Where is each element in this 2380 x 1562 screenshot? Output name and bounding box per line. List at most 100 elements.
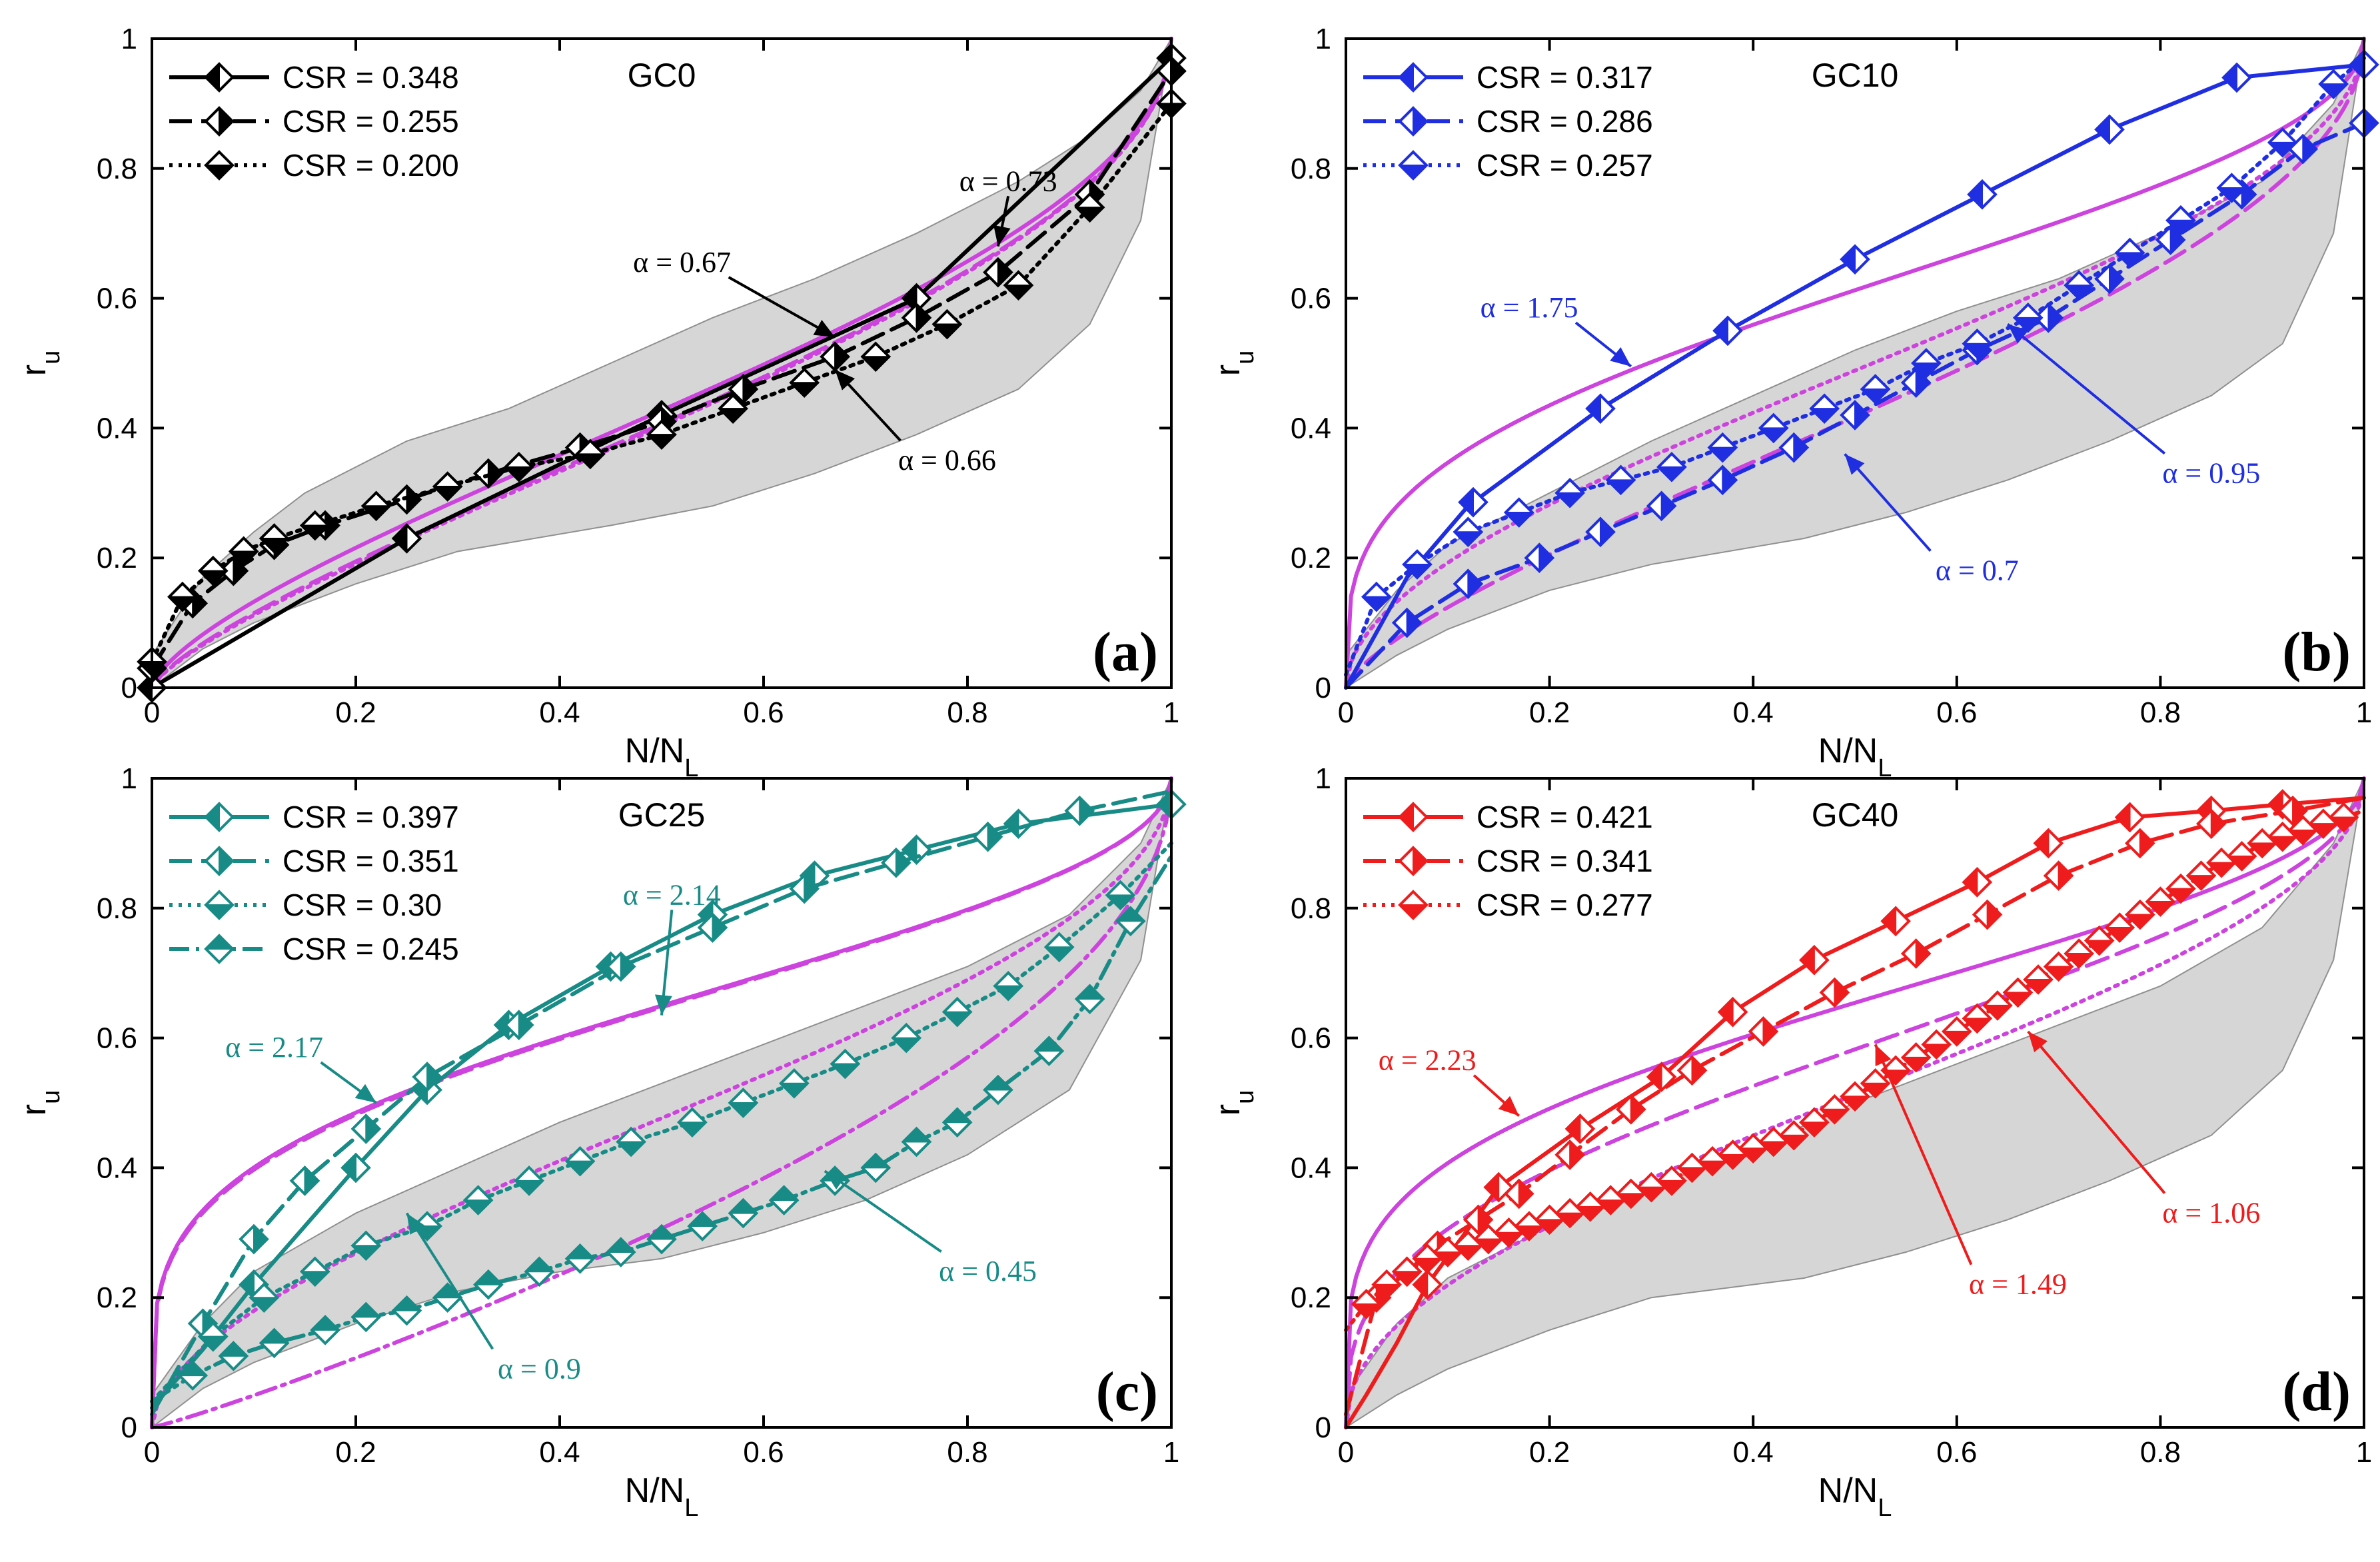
panel-title: GC25 (618, 796, 706, 834)
marker-fill (1453, 1245, 1483, 1260)
data-point (564, 1243, 596, 1274)
data-point (259, 523, 290, 554)
y-tick-label: 0 (121, 672, 137, 704)
y-tick-label: 0 (1315, 672, 1331, 704)
annotation-text: α = 0.95 (2162, 457, 2260, 490)
marker-fill (1453, 531, 1483, 546)
y-axis-label-main: r (15, 365, 53, 376)
marker-fill (1722, 464, 1737, 495)
data-point (2267, 127, 2298, 158)
data-point (1371, 1269, 1402, 1300)
annotation: α = 1.49 (1874, 1044, 2067, 1301)
marker-fill (219, 846, 234, 876)
legend-entry: CSR = 0.317 (1477, 60, 1653, 95)
marker-fill (2023, 978, 2054, 994)
marker-fill (253, 1224, 269, 1254)
marker-fill (891, 1037, 921, 1053)
panel-gc0: 0 0.2 0.4 0.6 0.8 100.20.40.60.81N/NLruGC0(a)… (15, 23, 1187, 782)
marker-fill (2104, 927, 2135, 942)
data-point (687, 1211, 718, 1241)
annotation-text: α = 1.06 (2162, 1197, 2260, 1229)
data-point (1351, 1289, 1382, 1319)
legend-entry: CSR = 0.341 (1477, 844, 1653, 878)
legend-marker (1398, 106, 1429, 137)
panel-title: GC10 (1812, 57, 1899, 94)
panel-title: GC0 (628, 57, 696, 94)
marker-fill (2222, 63, 2237, 93)
data-point (820, 341, 850, 373)
y-axis-label: ru (15, 1090, 65, 1116)
data-point (310, 1315, 340, 1345)
marker-fill (769, 1185, 800, 1201)
data-point (1391, 607, 1423, 638)
data-point (901, 302, 932, 333)
x-tick-label: 0.8 (2140, 1436, 2181, 1469)
data-point (1840, 244, 1870, 275)
marker-fill (2064, 952, 2094, 968)
data-point (391, 523, 422, 554)
marker-fill (1595, 1199, 1626, 1215)
x-tick-label: 0.2 (1529, 696, 1570, 729)
marker-fill (350, 1245, 381, 1260)
marker-fill (1697, 1160, 1728, 1176)
marker-fill (1075, 984, 1105, 1000)
marker-fill (518, 1010, 534, 1040)
data-point (2125, 899, 2155, 930)
y-axis-label-main: r (1209, 1104, 1247, 1116)
marker-fill (204, 165, 235, 180)
marker-fill (310, 1315, 340, 1331)
marker-fill (1494, 1231, 1524, 1247)
y-tick-label: 0.8 (1291, 153, 1331, 185)
annotation-arrow-line (1874, 1044, 1973, 1265)
legend-marker (1398, 62, 1429, 93)
data-point (1453, 516, 1484, 548)
data-point (1799, 944, 1830, 976)
fit-curve-alpha-1-49 (1344, 776, 2366, 1429)
marker-fill (2186, 875, 2216, 890)
annotation: α = 0.9 (405, 1212, 581, 1385)
marker-fill (1982, 1004, 2013, 1020)
marker-fill (2267, 836, 2298, 852)
marker-fill (2095, 114, 2110, 145)
y-axis-label: ru (1209, 351, 1259, 376)
marker-fill (514, 1179, 544, 1195)
y-axis-label-sub: u (1231, 351, 1259, 365)
marker-fill (2048, 303, 2063, 333)
x-axis-label-sub: L (684, 1494, 698, 1522)
marker-fill (1718, 997, 1734, 1028)
legend-entry: CSR = 0.351 (283, 844, 459, 878)
annotation-arrow-line (2027, 1030, 2166, 1194)
data-point (340, 1152, 371, 1183)
legend-entry: CSR = 0.30 (283, 888, 442, 922)
marker-fill (2329, 816, 2359, 832)
data-point (789, 873, 820, 904)
data-point (1840, 1081, 1870, 1112)
marker-fill (1656, 1179, 1687, 1195)
marker-fill (1398, 904, 1429, 920)
marker-fill (233, 556, 248, 586)
marker-fill (1962, 1018, 1992, 1033)
annotation-arrowhead (1610, 347, 1631, 367)
data-point (1412, 1269, 1443, 1300)
marker-fill (1718, 1154, 1748, 1170)
marker-fill (304, 1166, 319, 1196)
annotation-text: α = 2.17 (225, 1031, 323, 1064)
data-point (299, 510, 330, 541)
marker-fill (1630, 1094, 1646, 1125)
data-point (432, 471, 463, 502)
data-point (1962, 867, 1993, 898)
data-point (177, 1360, 209, 1391)
marker-fill (779, 1082, 810, 1098)
data-point (1656, 452, 1687, 482)
data-point (1064, 795, 1095, 826)
marker-fill (167, 596, 198, 612)
data-point (259, 1327, 290, 1359)
marker-fill (341, 1152, 356, 1183)
panel-label: (c) (1096, 1361, 1158, 1423)
x-tick-label: 0.4 (1733, 696, 1774, 729)
y-axis-label-sub: u (1231, 1090, 1259, 1104)
data-point (524, 1256, 555, 1287)
marker-fill (1361, 596, 1392, 612)
data-point (1697, 1146, 1728, 1177)
legend-marker (1398, 846, 1429, 876)
